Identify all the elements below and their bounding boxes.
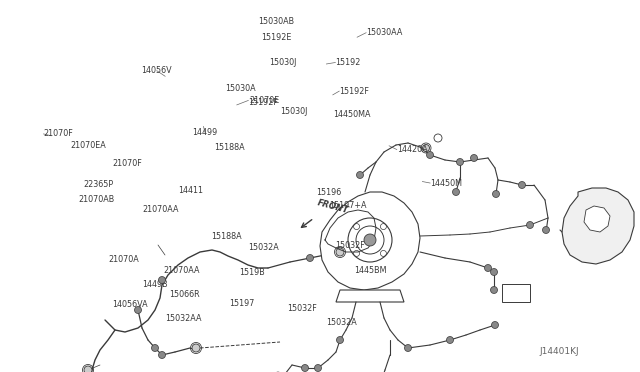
Text: FRONT: FRONT xyxy=(316,198,349,215)
Circle shape xyxy=(470,154,477,161)
Circle shape xyxy=(84,366,92,372)
Text: 14056VA: 14056VA xyxy=(112,300,148,309)
Text: 21070F: 21070F xyxy=(112,159,141,168)
Text: 21070AB: 21070AB xyxy=(79,195,115,203)
Polygon shape xyxy=(320,192,420,290)
Circle shape xyxy=(422,144,429,151)
Text: 15196: 15196 xyxy=(316,188,341,197)
Text: 15197: 15197 xyxy=(229,299,255,308)
Text: J14401KJ: J14401KJ xyxy=(540,347,579,356)
Text: 15197+A: 15197+A xyxy=(329,201,367,210)
Text: 15192E: 15192E xyxy=(261,33,291,42)
Text: 15192: 15192 xyxy=(335,58,361,67)
Circle shape xyxy=(484,264,492,272)
Circle shape xyxy=(447,337,454,343)
Text: 14420A: 14420A xyxy=(397,145,428,154)
Text: 14499: 14499 xyxy=(192,128,218,137)
Text: 21070A: 21070A xyxy=(109,255,140,264)
Circle shape xyxy=(307,254,314,262)
Text: 15032AA: 15032AA xyxy=(165,314,202,323)
Text: 21070AA: 21070AA xyxy=(163,266,200,275)
Polygon shape xyxy=(562,188,634,264)
Circle shape xyxy=(301,365,308,372)
Text: 15030AB: 15030AB xyxy=(259,17,294,26)
Circle shape xyxy=(527,221,534,228)
Text: 14411: 14411 xyxy=(178,186,203,195)
Circle shape xyxy=(518,182,525,189)
Text: 1519B: 1519B xyxy=(239,268,265,277)
Circle shape xyxy=(337,337,344,343)
Text: 15032A: 15032A xyxy=(248,243,279,251)
Text: 15188A: 15188A xyxy=(211,232,242,241)
Circle shape xyxy=(492,321,499,328)
Polygon shape xyxy=(584,206,610,232)
Circle shape xyxy=(490,269,497,276)
Text: 15066R: 15066R xyxy=(169,291,200,299)
Text: 1449B: 1449B xyxy=(142,280,168,289)
Text: 22365P: 22365P xyxy=(83,180,113,189)
Circle shape xyxy=(336,248,344,256)
Text: 15188A: 15188A xyxy=(214,143,245,152)
Circle shape xyxy=(134,307,141,314)
Circle shape xyxy=(456,158,463,166)
Circle shape xyxy=(159,352,166,359)
Circle shape xyxy=(490,286,497,294)
Text: 15032F: 15032F xyxy=(287,304,316,312)
Circle shape xyxy=(159,276,166,283)
Text: 15030J: 15030J xyxy=(280,107,308,116)
Text: 15192F: 15192F xyxy=(339,87,369,96)
Text: 15032F: 15032F xyxy=(335,241,365,250)
Circle shape xyxy=(192,344,200,352)
Text: 15030A: 15030A xyxy=(225,84,256,93)
Polygon shape xyxy=(336,290,404,302)
Text: 14450MA: 14450MA xyxy=(333,110,371,119)
Circle shape xyxy=(314,365,321,372)
Circle shape xyxy=(452,189,460,196)
Circle shape xyxy=(356,171,364,179)
Text: 21070F: 21070F xyxy=(44,129,73,138)
Bar xyxy=(502,284,530,302)
Text: 1445BM: 1445BM xyxy=(354,266,387,275)
Text: 21070E: 21070E xyxy=(250,96,280,105)
Text: 15192F: 15192F xyxy=(248,98,278,107)
Circle shape xyxy=(364,234,376,246)
Circle shape xyxy=(152,344,159,352)
Circle shape xyxy=(493,190,499,198)
Text: 21070AA: 21070AA xyxy=(142,205,179,214)
Text: 15032A: 15032A xyxy=(326,318,357,327)
Circle shape xyxy=(404,344,412,352)
Text: 14450M: 14450M xyxy=(430,179,462,187)
Text: 15030AA: 15030AA xyxy=(366,28,403,37)
Circle shape xyxy=(543,227,550,234)
Circle shape xyxy=(426,151,433,158)
Text: 14056V: 14056V xyxy=(141,66,172,75)
Text: 21070EA: 21070EA xyxy=(70,141,106,150)
Text: 15030J: 15030J xyxy=(269,58,296,67)
